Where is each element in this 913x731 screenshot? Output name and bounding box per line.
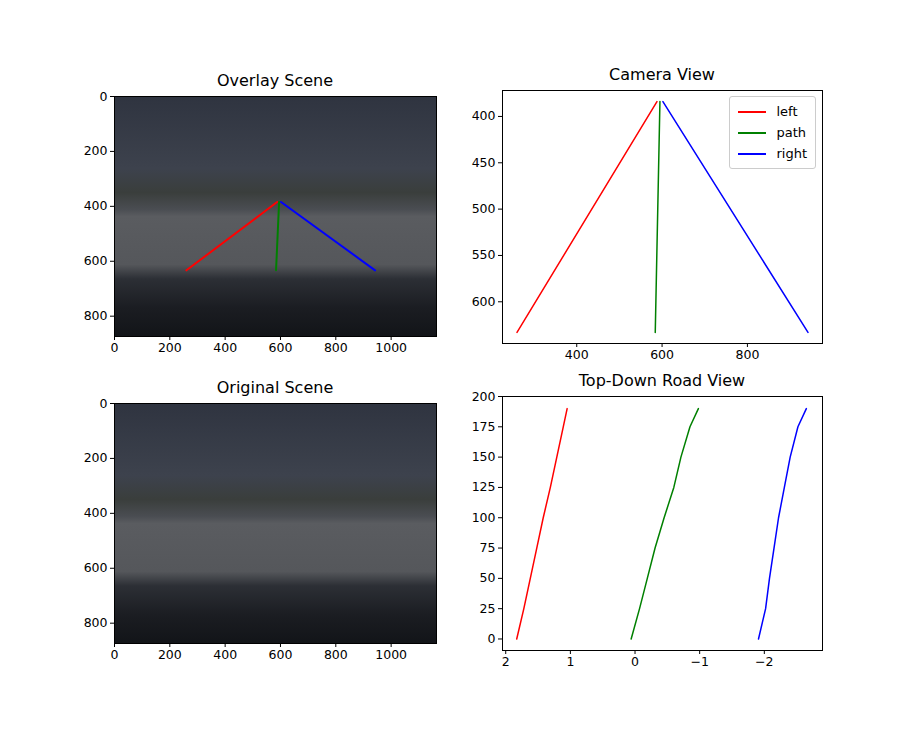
svg-text:−2: −2 <box>755 654 773 669</box>
svg-text:600: 600 <box>472 294 496 309</box>
html-text:Original Scene: Original Scene <box>216 378 334 397</box>
svg-text:2: 2 <box>502 654 510 669</box>
svg-text:400: 400 <box>84 505 108 520</box>
svg-text:0: 0 <box>100 396 108 411</box>
svg-text:200: 200 <box>158 340 182 355</box>
html-text:left: left <box>776 104 798 119</box>
svg-text:125: 125 <box>472 479 496 494</box>
svg-text:800: 800 <box>84 308 108 323</box>
svg-text:25: 25 <box>480 601 496 616</box>
svg-text:0: 0 <box>111 647 119 662</box>
svg-text:200: 200 <box>84 450 108 465</box>
svg-text:450: 450 <box>472 155 496 170</box>
svg-text:0: 0 <box>631 654 639 669</box>
svg-text:200: 200 <box>84 143 108 158</box>
html-text:Camera View: Camera View <box>609 65 715 84</box>
svg-text:150: 150 <box>472 449 496 464</box>
svg-text:0: 0 <box>111 340 119 355</box>
svg-text:175: 175 <box>472 419 496 434</box>
html-text:path: path <box>776 125 806 140</box>
svg-text:400: 400 <box>565 347 589 362</box>
html-text:right: right <box>776 146 807 161</box>
svg-text:1: 1 <box>566 654 574 669</box>
svg-text:50: 50 <box>480 570 496 585</box>
svg-text:400: 400 <box>84 198 108 213</box>
html-text:Top-Down Road View: Top-Down Road View <box>578 371 746 390</box>
svg-text:400: 400 <box>213 647 237 662</box>
svg-text:600: 600 <box>269 340 293 355</box>
svg-text:200: 200 <box>472 389 496 404</box>
svg-text:800: 800 <box>324 340 348 355</box>
svg-text:600: 600 <box>269 647 293 662</box>
svg-text:200: 200 <box>158 647 182 662</box>
svg-text:1000: 1000 <box>375 340 407 355</box>
svg-text:0: 0 <box>100 89 108 104</box>
svg-text:600: 600 <box>84 253 108 268</box>
svg-text:500: 500 <box>472 201 496 216</box>
svg-text:0: 0 <box>488 631 496 646</box>
svg-text:800: 800 <box>324 647 348 662</box>
svg-text:600: 600 <box>84 560 108 575</box>
svg-text:−1: −1 <box>690 654 708 669</box>
svg-text:400: 400 <box>213 340 237 355</box>
svg-text:400: 400 <box>472 108 496 123</box>
svg-text:1000: 1000 <box>375 647 407 662</box>
svg-text:800: 800 <box>735 347 759 362</box>
svg-text:800: 800 <box>84 615 108 630</box>
svg-text:550: 550 <box>472 247 496 262</box>
svg-text:75: 75 <box>480 540 496 555</box>
html-text:Overlay Scene: Overlay Scene <box>217 71 333 90</box>
svg-text:600: 600 <box>650 347 674 362</box>
svg-text:100: 100 <box>472 510 496 525</box>
